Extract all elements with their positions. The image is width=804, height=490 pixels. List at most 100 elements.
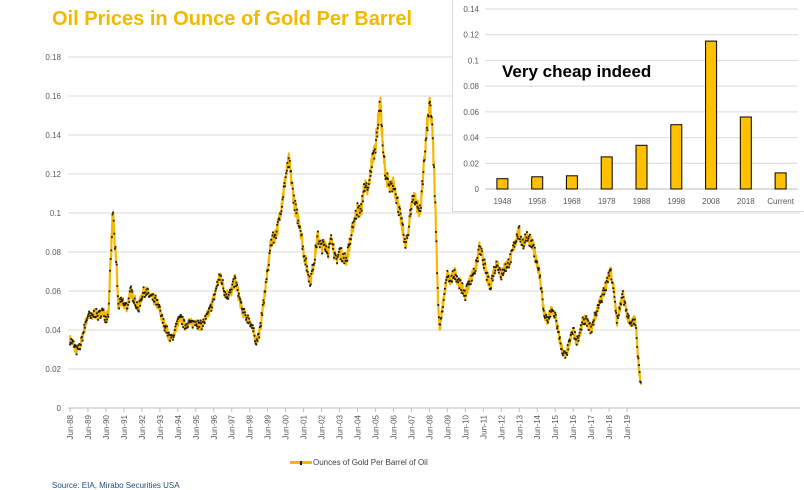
series-point (384, 178, 387, 180)
series-point (77, 344, 80, 347)
series-point (433, 166, 435, 169)
series-point (424, 139, 427, 142)
series-point (313, 262, 316, 265)
main-y-tick-label: 0.12 (45, 170, 61, 179)
main-x-tick-label: Jun-98 (246, 414, 255, 439)
series-point (636, 346, 639, 348)
series-point (250, 323, 252, 326)
series-point (480, 253, 482, 256)
series-point (161, 313, 164, 316)
series-point (245, 316, 248, 319)
series-point (434, 201, 437, 204)
inset-bars (496, 40, 787, 190)
main-x-tick-label: Jun-94 (174, 414, 183, 439)
series-point (630, 321, 633, 324)
series-point (554, 312, 557, 314)
series-point (273, 235, 276, 238)
series-point (281, 198, 284, 201)
series-point (292, 201, 295, 204)
series-point (585, 315, 588, 318)
series-point (542, 307, 545, 310)
series-point (278, 217, 280, 220)
series-point (290, 170, 292, 172)
series-point (159, 309, 162, 312)
series-point (534, 260, 537, 263)
series-point (247, 322, 250, 325)
series-point (518, 225, 521, 227)
series-point (556, 327, 558, 330)
series-point (460, 291, 463, 294)
series-point (243, 311, 246, 314)
inset-y-tick-label: 0.1 (468, 56, 480, 65)
series-point (271, 234, 274, 237)
series-point (447, 276, 449, 278)
series-point (265, 278, 268, 280)
series-point (207, 310, 210, 313)
series-point (492, 275, 495, 278)
series-point (494, 269, 497, 272)
series-point (286, 162, 289, 164)
series-point (283, 182, 286, 184)
series-point (248, 321, 251, 323)
series-point (82, 332, 84, 335)
chart-title: Oil Prices in Ounce of Gold Per Barrel (52, 8, 413, 30)
series-point (103, 315, 105, 317)
series-point (206, 312, 209, 314)
series-point (562, 352, 565, 355)
series-point (378, 110, 380, 112)
series-point (625, 308, 628, 311)
series-point (312, 268, 314, 271)
series-point (464, 299, 467, 301)
series-point (621, 290, 624, 293)
series-point (123, 304, 125, 307)
series-point (391, 190, 394, 193)
series-point (87, 313, 90, 315)
series-point (350, 238, 352, 241)
series-point (215, 287, 217, 290)
series-point (555, 320, 558, 322)
series-point (182, 318, 185, 321)
series-point (276, 223, 279, 226)
series-point (521, 244, 524, 247)
series-point (608, 270, 611, 272)
series-point (231, 283, 234, 286)
source-note: Source: EIA, Mirabo Securities USA (52, 481, 180, 490)
series-point (311, 263, 314, 266)
series-point (92, 315, 95, 318)
series-point (185, 327, 187, 329)
series-ounces-gold-per-barrel (68, 96, 643, 385)
series-point (497, 271, 500, 274)
series-point (564, 356, 567, 359)
series-point (575, 343, 578, 346)
series-point (539, 274, 542, 277)
series-point (481, 259, 484, 262)
series-point (453, 269, 456, 271)
main-x-tick-label: Jun-15 (551, 414, 560, 439)
inset-x-tick-label: 2008 (702, 197, 720, 206)
series-point (357, 206, 359, 209)
series-point (275, 230, 278, 233)
series-point (133, 301, 135, 304)
series-point (304, 263, 307, 266)
series-point (81, 339, 84, 342)
series-point (367, 186, 370, 189)
series-point (524, 233, 527, 236)
inset-y-tick-label: 0 (475, 185, 480, 194)
series-point (554, 314, 557, 316)
series-point (550, 310, 552, 313)
series-point (284, 185, 286, 188)
series-point (607, 272, 610, 274)
series-point (318, 240, 320, 243)
series-point (228, 291, 231, 294)
main-x-tick-label: Jun-92 (138, 414, 147, 439)
series-point (148, 296, 150, 298)
series-point (221, 279, 224, 281)
series-point (631, 319, 634, 322)
series-point (71, 339, 74, 342)
series-point (358, 205, 361, 207)
series-point (506, 265, 509, 268)
series-point (377, 123, 380, 126)
main-x-tick-label: Jun-13 (515, 414, 524, 439)
main-y-tick-label: 0 (57, 404, 62, 413)
inset-bar-1948 (496, 178, 509, 190)
